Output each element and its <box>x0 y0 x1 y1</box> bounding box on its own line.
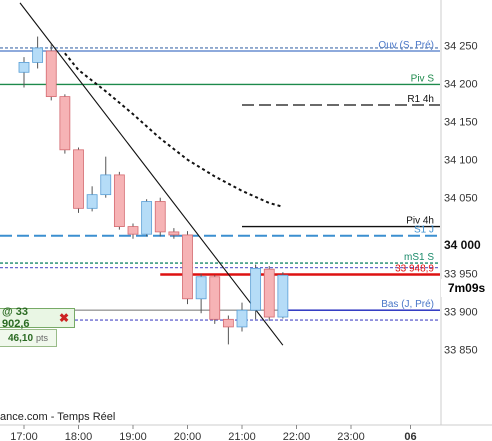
y-tick-label-3: 34 100 <box>444 155 478 167</box>
candle-body <box>59 96 71 151</box>
candle-9 <box>141 199 153 237</box>
x-tick-label-5: 22:00 <box>283 431 311 441</box>
level-label-2: Piv S <box>411 73 435 84</box>
candle-body <box>86 194 98 209</box>
candle-body <box>113 174 125 227</box>
candle-timer-badge: 7m09s <box>441 279 492 297</box>
candle-body <box>263 268 275 318</box>
level-label-6: mS1 S <box>404 252 434 263</box>
candle-0 <box>18 57 30 88</box>
candle-16 <box>236 302 248 332</box>
x-tick-label-6: 23:00 <box>337 431 365 441</box>
candle-19 <box>277 272 289 319</box>
moving-average-line <box>64 52 284 208</box>
data-source-attribution: ance.com - Temps Réel <box>0 411 116 423</box>
order-points-unit: pts <box>36 333 49 343</box>
candle-body <box>45 50 57 98</box>
candle-body <box>182 234 193 300</box>
candle-body <box>236 309 248 328</box>
candle-body <box>195 276 207 300</box>
candle-body <box>100 174 112 196</box>
order-points-value: 46,10 <box>8 332 34 344</box>
y-axis: 34 250 34 200 34 150 34 100 34 050 33 950 33 9… <box>440 0 478 425</box>
candle-body <box>154 201 166 233</box>
level-label-5: S1 J <box>414 225 434 236</box>
candle-15 <box>222 315 234 345</box>
candle-1 <box>32 36 44 69</box>
level-label-8: 33 948,9 <box>395 263 434 274</box>
y-tick-label-6: 33 950 <box>444 269 478 281</box>
candle-12 <box>182 231 193 305</box>
x-tick-label-1: 18:00 <box>65 431 93 441</box>
x-tick-label-3: 20:00 <box>174 431 202 441</box>
candle-3 <box>59 94 71 154</box>
level-label-9: Bas (J, Pré) <box>381 299 434 310</box>
candle-10 <box>154 197 166 237</box>
candle-2 <box>45 44 57 101</box>
x-tick-label-0: 17:00 <box>10 431 38 441</box>
candles-layer <box>18 36 289 345</box>
candle-body <box>222 318 234 328</box>
candle-body <box>127 226 139 235</box>
y-tick-label-7: 33 900 <box>444 307 478 319</box>
order-price: @ 33 902,6 <box>2 306 30 330</box>
candle-13 <box>195 273 207 314</box>
candle-body <box>209 276 221 320</box>
price-34000-label: 34 000 <box>444 238 481 252</box>
x-tick-label-2: 19:00 <box>119 431 147 441</box>
candle-11 <box>168 228 180 239</box>
candle-body <box>277 274 289 318</box>
close-x-icon[interactable]: ✖ <box>59 311 70 325</box>
x-axis: 17:00 18:00 19:00 20:00 21:00 22:00 23:00 06 <box>0 424 492 441</box>
y-tick-label-1: 34 200 <box>444 79 478 91</box>
y-tick-label-0: 34 250 <box>444 41 478 53</box>
level-label-3: R1 4h <box>407 94 434 105</box>
candle-5 <box>86 186 98 212</box>
order-points-tag: 46,10 pts <box>0 329 57 347</box>
candle-18 <box>263 266 275 321</box>
order-widget[interactable]: @ 33 902,6 ✖ 46,10 pts <box>0 306 76 347</box>
candle-timer-text: 7m09s <box>447 281 486 295</box>
y-tick-label-4: 34 050 <box>444 193 478 205</box>
candle-body <box>73 149 84 209</box>
candle-body <box>141 201 153 235</box>
trendline <box>19 2 284 346</box>
candle-14 <box>209 275 221 324</box>
candle-body <box>32 47 44 63</box>
candle-4 <box>73 147 84 213</box>
candle-8 <box>127 223 139 239</box>
x-tick-label-4: 21:00 <box>228 431 256 441</box>
level-label-4: Piv 4h <box>406 216 434 227</box>
y-tick-label-2: 34 150 <box>444 117 478 129</box>
candle-body <box>250 267 262 311</box>
candle-7 <box>113 171 125 230</box>
level-label-0: Ouv (S, Pré) <box>378 40 434 51</box>
order-price-tag[interactable]: @ 33 902,6 ✖ <box>0 306 75 330</box>
candle-6 <box>100 156 112 198</box>
moving-average-layer <box>64 52 284 208</box>
candle-body <box>18 62 30 73</box>
trendline-layer <box>19 2 284 346</box>
candle-17 <box>250 264 262 320</box>
x-tick-label-7: 06 <box>404 431 416 441</box>
candle-body <box>168 231 180 236</box>
y-tick-label-8: 33 850 <box>444 345 478 357</box>
